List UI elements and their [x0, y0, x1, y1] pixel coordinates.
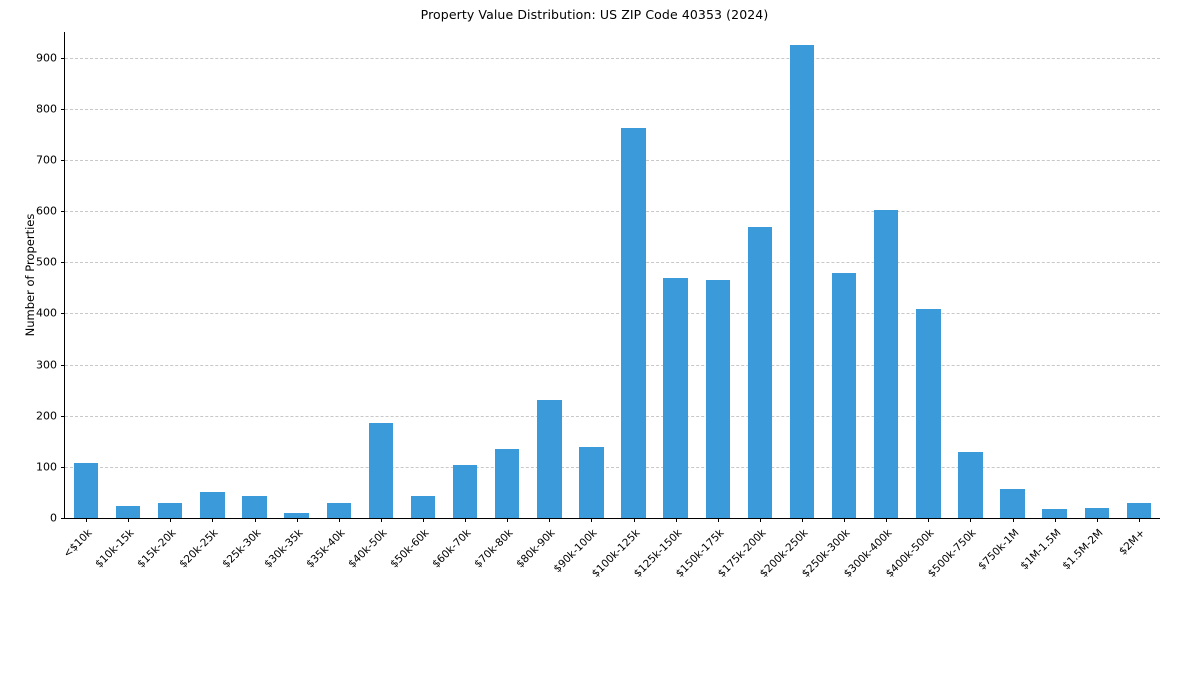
y-tick-label: 200	[36, 409, 57, 423]
y-tick-label: 500	[36, 255, 57, 269]
y-tick-mark	[61, 159, 65, 161]
gridline-200	[65, 415, 1160, 417]
x-tick-mark	[1138, 518, 1140, 522]
x-tick-mark	[802, 518, 804, 522]
bar	[621, 127, 646, 518]
x-tick-mark	[1012, 518, 1014, 522]
y-tick-mark	[61, 364, 65, 366]
bar	[410, 495, 436, 518]
x-tick-label: $150k-175k	[673, 527, 727, 580]
bar	[1084, 508, 1110, 518]
chart-figure: Property Value Distribution: US ZIP Code…	[23, 7, 1160, 580]
x-tick-label: $1M-1.5M	[1017, 527, 1064, 573]
x-tick-mark	[507, 518, 509, 522]
x-tick-mark	[128, 518, 130, 522]
x-tick-mark	[633, 518, 635, 522]
x-tick-label: $30k-35k	[261, 527, 306, 571]
bar	[284, 513, 309, 518]
x-tick-mark	[591, 518, 593, 522]
y-tick-label: 100	[36, 460, 57, 474]
y-axis-spine	[64, 32, 65, 519]
bar	[158, 502, 183, 518]
y-tick-mark	[61, 415, 65, 417]
x-tick-label: $2M+	[1116, 527, 1148, 558]
x-tick-mark	[422, 518, 424, 522]
x-tick-mark	[886, 518, 888, 522]
gridline-800	[65, 108, 1160, 110]
bar	[916, 308, 941, 518]
bars-container	[65, 32, 1160, 518]
x-tick-mark	[675, 518, 677, 522]
plot-area	[65, 32, 1160, 519]
bar	[326, 502, 351, 518]
x-axis-spine	[65, 518, 1160, 519]
gridline-900	[65, 57, 1160, 59]
x-tick-mark	[717, 518, 719, 522]
bar	[1000, 489, 1025, 518]
bar	[747, 227, 773, 518]
chart-title: Property Value Distribution: US ZIP Code…	[420, 7, 769, 22]
bar	[705, 280, 730, 518]
y-tick-label: 300	[36, 358, 57, 372]
x-tick-mark	[296, 518, 298, 522]
y-tick-mark	[61, 57, 65, 59]
gridline-100	[65, 466, 1160, 468]
y-tick-mark	[61, 262, 65, 264]
x-tick-mark	[759, 518, 761, 522]
y-tick-label: 600	[36, 204, 57, 218]
y-tick-label: 400	[36, 306, 57, 320]
y-tick-label: 700	[36, 153, 57, 167]
bar	[242, 495, 267, 518]
bar	[368, 422, 394, 518]
x-tick-label: $35k-40k	[303, 527, 348, 571]
x-tick-label: $125k-150k	[631, 527, 685, 580]
x-tick-label: $175k-200k	[715, 527, 769, 580]
x-tick-mark	[465, 518, 467, 522]
y-tick-mark	[61, 211, 65, 213]
y-tick-mark	[61, 518, 65, 519]
gridline-300	[65, 364, 1160, 366]
bar	[789, 44, 815, 518]
x-tick-label: $50k-60k	[388, 527, 432, 571]
bar	[200, 492, 225, 518]
x-tick-mark	[1096, 518, 1098, 522]
x-tick-mark	[338, 518, 340, 522]
bar	[831, 273, 857, 518]
bar	[537, 399, 562, 518]
y-tick-mark	[61, 108, 65, 110]
x-tick-mark	[1054, 518, 1056, 522]
bar	[579, 447, 604, 518]
x-tick-mark	[170, 518, 172, 522]
y-tick-label: 800	[36, 102, 57, 116]
x-tick-mark	[380, 518, 382, 522]
x-tick-mark	[212, 518, 214, 522]
x-tick-label: $40k-50k	[345, 527, 390, 571]
x-tick-mark	[549, 518, 551, 522]
bar	[1042, 509, 1067, 518]
x-tick-mark	[928, 518, 930, 522]
bar	[494, 449, 520, 518]
gridline-500	[65, 262, 1160, 264]
x-tick-mark	[844, 518, 846, 522]
gridline-700	[65, 159, 1160, 161]
bar	[663, 277, 688, 518]
y-tick-mark	[61, 313, 65, 315]
bar	[874, 210, 899, 518]
bar	[115, 505, 141, 518]
x-tick-mark	[86, 518, 88, 522]
bar	[1126, 503, 1152, 518]
bar	[958, 451, 983, 518]
y-tick-label: 900	[36, 51, 57, 65]
gridline-600	[65, 211, 1160, 213]
y-tick-mark	[61, 466, 65, 468]
y-tick-label: 0	[50, 511, 57, 525]
gridline-400	[65, 313, 1160, 315]
bar	[73, 462, 99, 518]
bar	[452, 464, 478, 518]
x-tick-mark	[254, 518, 256, 522]
x-tick-mark	[970, 518, 972, 522]
x-tick-label: $1.5M-2M	[1060, 527, 1106, 573]
